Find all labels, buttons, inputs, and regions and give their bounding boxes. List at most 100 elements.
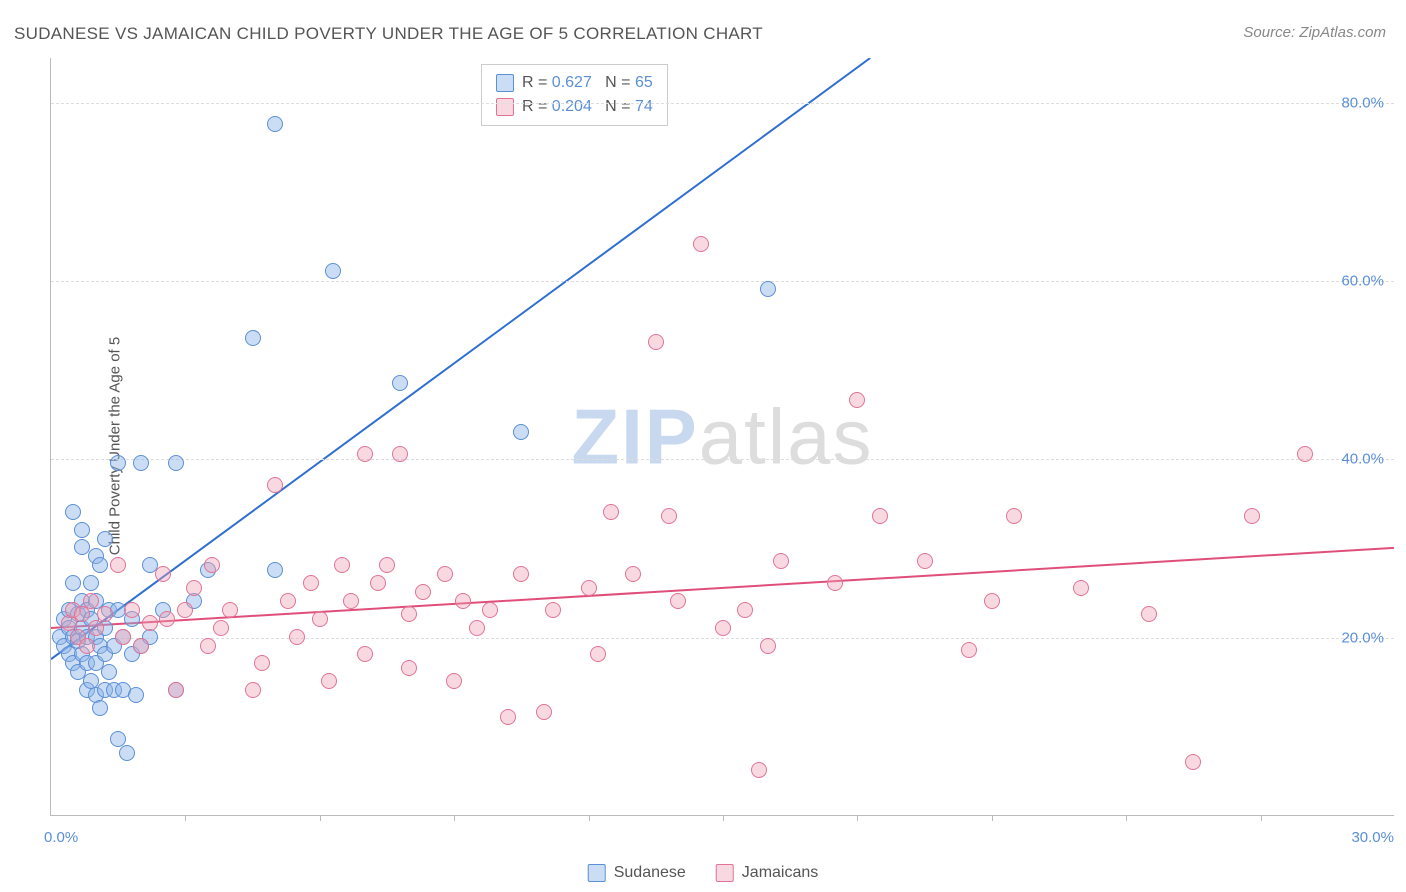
chart-title: SUDANESE VS JAMAICAN CHILD POVERTY UNDER… bbox=[14, 24, 763, 44]
x-tick bbox=[454, 815, 455, 821]
scatter-point-jamaicans bbox=[245, 682, 261, 698]
scatter-point-jamaicans bbox=[827, 575, 843, 591]
scatter-point-sudanese bbox=[392, 375, 408, 391]
swatch-sudanese bbox=[496, 74, 514, 92]
scatter-point-jamaicans bbox=[625, 566, 641, 582]
scatter-point-jamaicans bbox=[661, 508, 677, 524]
scatter-point-jamaicans bbox=[177, 602, 193, 618]
scatter-point-jamaicans bbox=[415, 584, 431, 600]
scatter-point-jamaicans bbox=[74, 606, 90, 622]
scatter-point-sudanese bbox=[168, 455, 184, 471]
scatter-point-jamaicans bbox=[500, 709, 516, 725]
scatter-point-jamaicans bbox=[437, 566, 453, 582]
gridline-h bbox=[51, 459, 1394, 460]
scatter-plot-area: ZIPatlas R = 0.627 N = 65R = 0.204 N = 7… bbox=[50, 58, 1394, 816]
scatter-point-jamaicans bbox=[79, 638, 95, 654]
scatter-point-sudanese bbox=[513, 424, 529, 440]
scatter-point-sudanese bbox=[119, 745, 135, 761]
watermark-part2: atlas bbox=[699, 392, 874, 480]
scatter-point-sudanese bbox=[65, 504, 81, 520]
legend-label-sudanese: Sudanese bbox=[614, 864, 686, 882]
scatter-point-jamaicans bbox=[222, 602, 238, 618]
scatter-point-jamaicans bbox=[917, 553, 933, 569]
scatter-point-jamaicans bbox=[581, 580, 597, 596]
scatter-point-sudanese bbox=[74, 522, 90, 538]
legend-label-jamaicans: Jamaicans bbox=[742, 864, 818, 882]
scatter-point-jamaicans bbox=[401, 606, 417, 622]
scatter-point-sudanese bbox=[65, 575, 81, 591]
x-tick bbox=[1261, 815, 1262, 821]
scatter-point-jamaicans bbox=[357, 646, 373, 662]
scatter-point-jamaicans bbox=[1297, 446, 1313, 462]
y-tick-label: 40.0% bbox=[1341, 451, 1384, 468]
scatter-point-jamaicans bbox=[186, 580, 202, 596]
stats-row-sudanese: R = 0.627 N = 65 bbox=[496, 71, 653, 95]
source-name: ZipAtlas.com bbox=[1299, 24, 1386, 41]
scatter-point-jamaicans bbox=[370, 575, 386, 591]
scatter-point-jamaicans bbox=[83, 593, 99, 609]
scatter-point-jamaicans bbox=[343, 593, 359, 609]
scatter-point-jamaicans bbox=[469, 620, 485, 636]
x-tick bbox=[185, 815, 186, 821]
scatter-point-jamaicans bbox=[751, 762, 767, 778]
scatter-point-jamaicans bbox=[536, 704, 552, 720]
scatter-point-jamaicans bbox=[670, 593, 686, 609]
scatter-point-jamaicans bbox=[849, 392, 865, 408]
scatter-point-sudanese bbox=[83, 575, 99, 591]
scatter-point-jamaicans bbox=[357, 446, 373, 462]
x-tick bbox=[1126, 815, 1127, 821]
trendline-jamaicans bbox=[51, 548, 1394, 628]
scatter-point-jamaicans bbox=[590, 646, 606, 662]
scatter-point-jamaicans bbox=[267, 477, 283, 493]
scatter-point-jamaicans bbox=[513, 566, 529, 582]
scatter-point-jamaicans bbox=[1141, 606, 1157, 622]
scatter-point-jamaicans bbox=[280, 593, 296, 609]
scatter-point-jamaicans bbox=[1006, 508, 1022, 524]
scatter-point-jamaicans bbox=[155, 566, 171, 582]
scatter-point-jamaicans bbox=[603, 504, 619, 520]
gridline-h bbox=[51, 281, 1394, 282]
stats-text-sudanese: R = 0.627 N = 65 bbox=[522, 71, 653, 95]
scatter-point-jamaicans bbox=[1244, 508, 1260, 524]
stats-text-jamaicans: R = 0.204 N = 74 bbox=[522, 95, 653, 119]
scatter-point-sudanese bbox=[97, 531, 113, 547]
scatter-point-jamaicans bbox=[1073, 580, 1089, 596]
legend-item-sudanese: Sudanese bbox=[588, 864, 686, 882]
swatch-jamaicans bbox=[496, 98, 514, 116]
scatter-point-jamaicans bbox=[204, 557, 220, 573]
gridline-h bbox=[51, 638, 1394, 639]
scatter-point-jamaicans bbox=[872, 508, 888, 524]
scatter-point-jamaicans bbox=[379, 557, 395, 573]
scatter-point-sudanese bbox=[92, 700, 108, 716]
y-tick-label: 60.0% bbox=[1341, 272, 1384, 289]
x-tick bbox=[589, 815, 590, 821]
scatter-point-jamaicans bbox=[124, 602, 140, 618]
scatter-point-jamaicans bbox=[737, 602, 753, 618]
x-tick-label-max: 30.0% bbox=[1351, 829, 1394, 846]
x-tick-label-min: 0.0% bbox=[44, 829, 78, 846]
scatter-point-sudanese bbox=[267, 116, 283, 132]
scatter-point-jamaicans bbox=[254, 655, 270, 671]
scatter-point-sudanese bbox=[325, 263, 341, 279]
x-tick bbox=[992, 815, 993, 821]
trendlines-svg bbox=[51, 58, 1394, 815]
scatter-point-sudanese bbox=[133, 455, 149, 471]
stats-legend: R = 0.627 N = 65R = 0.204 N = 74 bbox=[481, 64, 668, 126]
scatter-point-sudanese bbox=[128, 687, 144, 703]
watermark: ZIPatlas bbox=[571, 391, 873, 482]
scatter-point-jamaicans bbox=[715, 620, 731, 636]
x-tick bbox=[320, 815, 321, 821]
scatter-point-sudanese bbox=[110, 455, 126, 471]
scatter-point-jamaicans bbox=[392, 446, 408, 462]
series-legend: Sudanese Jamaicans bbox=[588, 864, 819, 882]
scatter-point-jamaicans bbox=[760, 638, 776, 654]
watermark-part1: ZIP bbox=[571, 392, 698, 480]
scatter-point-sudanese bbox=[760, 281, 776, 297]
scatter-point-jamaicans bbox=[446, 673, 462, 689]
scatter-point-jamaicans bbox=[455, 593, 471, 609]
scatter-point-sudanese bbox=[267, 562, 283, 578]
y-tick-label: 20.0% bbox=[1341, 629, 1384, 646]
scatter-point-jamaicans bbox=[482, 602, 498, 618]
trendline-sudanese bbox=[51, 58, 870, 659]
scatter-point-sudanese bbox=[92, 557, 108, 573]
